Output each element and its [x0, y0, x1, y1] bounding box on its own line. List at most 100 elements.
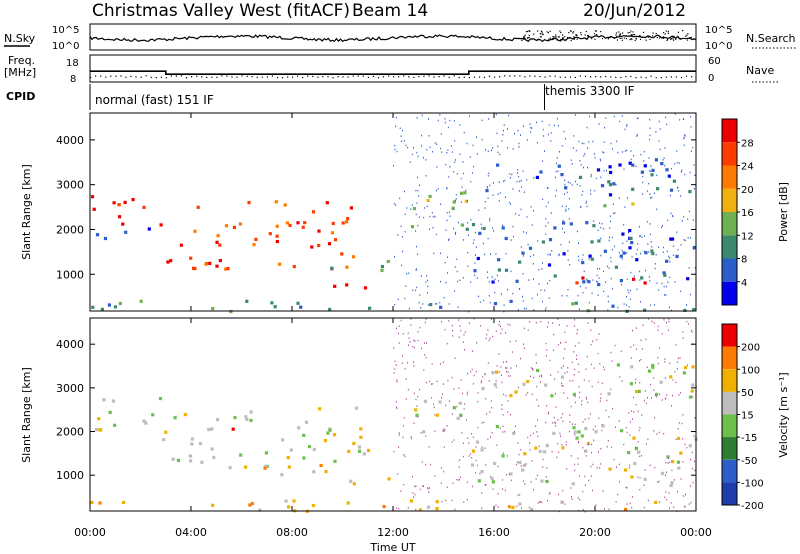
heatmap-speckle: [569, 182, 571, 184]
heatmap-speckle: [649, 464, 651, 467]
heatmap-speckle: [634, 382, 636, 384]
heatmap-speckle: [479, 301, 481, 303]
heatmap-speckle: [551, 250, 553, 252]
heatmap-speckle: [558, 451, 560, 453]
heatmap-speckle: [537, 419, 539, 421]
heatmap-speckle: [431, 397, 433, 399]
heatmap-speckle: [648, 157, 650, 159]
heatmap-speckle: [463, 334, 465, 336]
heatmap-cell: [628, 229, 632, 233]
heatmap-cell: [414, 408, 418, 412]
heatmap-cell: [656, 187, 660, 191]
heatmap-speckle: [601, 429, 603, 432]
heatmap-cell: [301, 225, 305, 229]
colorbar-segment: [722, 437, 737, 460]
heatmap-speckle: [526, 179, 528, 181]
heatmap-cell: [228, 466, 232, 470]
heatmap-cell: [676, 460, 680, 464]
heatmap-speckle: [543, 135, 545, 137]
heatmap-cell: [667, 174, 671, 178]
heatmap-speckle: [615, 501, 617, 503]
heatmap-speckle: [684, 134, 686, 137]
heatmap-speckle: [640, 339, 642, 341]
heatmap-speckle: [586, 278, 588, 280]
heatmap-speckle: [545, 421, 547, 424]
heatmap-speckle: [607, 309, 609, 311]
heatmap-cell: [216, 418, 220, 422]
noise-panel: N.Sky 10^5 10^0 10^5 10^0 N.Search: [4, 23, 796, 52]
heatmap-speckle: [470, 281, 472, 283]
heatmap-speckle: [554, 378, 556, 380]
heatmap-cell: [239, 453, 243, 457]
heatmap-speckle: [419, 326, 421, 329]
heatmap-speckle: [649, 279, 651, 282]
heatmap-cell: [312, 447, 316, 451]
heatmap-cell: [686, 277, 690, 281]
heatmap-speckle: [647, 438, 649, 441]
heatmap-speckle: [488, 380, 490, 382]
noise-search-dot: [540, 33, 542, 35]
heatmap-speckle: [632, 329, 633, 332]
heatmap-speckle: [663, 285, 665, 288]
heatmap-cell: [518, 460, 522, 465]
heatmap-speckle: [461, 432, 463, 434]
heatmap-speckle: [507, 323, 509, 326]
heatmap-speckle: [413, 496, 414, 498]
heatmap-speckle: [439, 113, 441, 116]
heatmap-cell: [435, 500, 439, 504]
heatmap-cell: [451, 206, 455, 210]
heatmap-speckle: [668, 306, 670, 308]
heatmap-speckle: [649, 170, 651, 172]
heatmap-speckle: [579, 475, 581, 477]
heatmap-speckle: [669, 507, 670, 510]
nave-dot: [251, 76, 253, 78]
heatmap-cell: [368, 306, 372, 310]
heatmap-speckle: [506, 455, 508, 457]
heatmap-speckle: [622, 151, 624, 153]
heatmap-speckle: [393, 450, 395, 453]
heatmap-speckle: [473, 318, 475, 320]
heatmap-speckle: [428, 135, 430, 137]
heatmap-speckle: [619, 376, 621, 378]
heatmap-cell: [473, 269, 477, 273]
noise-search-dot: [642, 31, 645, 33]
heatmap-speckle: [557, 419, 559, 421]
nave-dot: [615, 76, 617, 79]
heatmap-speckle: [445, 499, 447, 502]
nave-dot: [226, 75, 228, 77]
noise-search-dot: [639, 35, 641, 37]
noise-search-dot: [576, 34, 578, 36]
heatmap-cell: [211, 503, 215, 507]
heatmap-speckle: [447, 149, 449, 151]
heatmap-speckle: [612, 203, 614, 205]
noise-right-tick-top: 10^5: [705, 25, 732, 36]
heatmap-cell: [577, 430, 581, 434]
heatmap-speckle: [626, 296, 627, 298]
heatmap-speckle: [446, 188, 448, 190]
heatmap-speckle: [394, 304, 396, 306]
heatmap-speckle: [639, 279, 641, 281]
heatmap-speckle: [649, 193, 651, 195]
heatmap-speckle: [522, 295, 523, 298]
heatmap-speckle: [590, 193, 592, 195]
heatmap-speckle: [667, 281, 669, 283]
heatmap-speckle: [459, 325, 461, 327]
heatmap-speckle: [558, 254, 560, 257]
heatmap-speckle: [485, 398, 487, 400]
heatmap-cell: [362, 452, 366, 456]
heatmap-cell: [654, 158, 658, 162]
heatmap-cell: [675, 254, 679, 258]
heatmap-speckle: [682, 438, 684, 440]
heatmap-speckle: [447, 126, 449, 129]
heatmap-speckle: [639, 381, 641, 384]
heatmap-cell: [507, 505, 512, 509]
heatmap-speckle: [428, 118, 429, 120]
nave-dot: [191, 76, 193, 78]
heatmap-speckle: [635, 327, 637, 329]
nave-dot: [463, 76, 465, 78]
heatmap-speckle: [578, 259, 580, 262]
heatmap-speckle: [628, 412, 630, 414]
heatmap-speckle: [600, 227, 602, 229]
heatmap-speckle: [565, 208, 567, 211]
